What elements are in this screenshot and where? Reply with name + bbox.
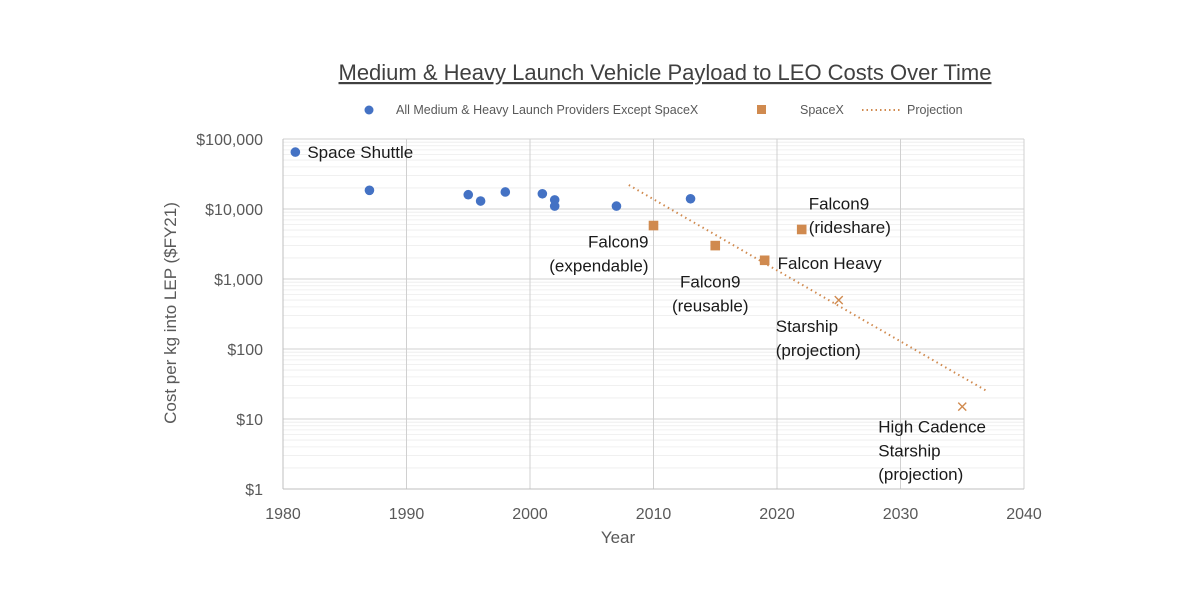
annotation-line: Falcon9: [680, 273, 740, 292]
data-point-other-provider: [537, 188, 548, 199]
data-point-other-provider: [685, 193, 696, 204]
axes: $1 $10 $100 $1,000 $10,000 $100,000 1980 1990 20…: [196, 132, 1042, 523]
y-tick-label: $100: [227, 342, 263, 359]
annotation-line: Space Shuttle: [307, 143, 413, 162]
data-point-projection: [834, 295, 844, 305]
annotation-line: (rideshare): [809, 218, 891, 237]
data-point-other-provider: [549, 201, 560, 211]
legend-marker-square: [757, 105, 766, 114]
y-tick-label: $10: [236, 412, 263, 429]
x-tick-label: 2010: [636, 506, 672, 523]
annotation-line: (projection): [776, 341, 861, 360]
data-point-other-provider: [500, 187, 511, 197]
data-point-other-provider: [463, 189, 474, 200]
annotation-line: Falcon9: [809, 194, 869, 213]
x-axis-label: Year: [601, 528, 636, 547]
point-annotation: Falcon9 (expendable): [549, 233, 648, 276]
data-point-spacex: [710, 240, 721, 251]
annotation-line: Starship: [776, 317, 838, 336]
y-tick-label: $1: [245, 482, 263, 499]
legend-label-spacex: SpaceX: [800, 103, 844, 117]
x-tick-label: 2000: [512, 506, 548, 523]
grid: [282, 138, 1025, 490]
data-point-other-provider: [364, 185, 375, 196]
y-tick-label: $1,000: [214, 272, 263, 289]
x-tick-label: 2040: [1006, 506, 1042, 523]
x-tick-label: 2030: [883, 506, 919, 523]
x-tick-label: 1990: [389, 506, 425, 523]
point-annotation: Falcon9 (rideshare): [809, 194, 891, 237]
annotation-line: Starship: [878, 441, 940, 460]
x-tick-label: 1980: [265, 506, 301, 523]
legend-label-projection: Projection: [907, 103, 963, 117]
annotation-line: (projection): [878, 465, 963, 484]
data-series: [290, 147, 988, 412]
y-tick-label: $100,000: [196, 132, 263, 149]
y-axis-label: Cost per kg into LEP ($FY21): [161, 202, 180, 424]
legend-label-others: All Medium & Heavy Launch Providers Exce…: [396, 103, 699, 117]
data-point-other-provider: [611, 201, 622, 211]
chart-title: Medium & Heavy Launch Vehicle Payload to…: [339, 60, 992, 85]
data-point-projection: [957, 402, 967, 412]
point-annotation: Falcon9 (reusable): [672, 273, 749, 316]
annotations: Space Shuttle Falcon9 (expendable) Falcon9 (…: [307, 143, 986, 484]
data-point-other-provider: [290, 147, 301, 157]
data-point-spacex: [648, 220, 659, 231]
point-annotation: Starship (projection): [776, 317, 861, 360]
legend-marker-circle: [364, 105, 374, 115]
legend: All Medium & Heavy Launch Providers Exce…: [364, 103, 963, 117]
y-tick-label: $10,000: [205, 202, 263, 219]
annotation-line: Falcon9: [588, 233, 648, 252]
data-point-other-provider: [475, 196, 486, 206]
point-annotation: Falcon Heavy: [778, 254, 882, 273]
data-point-spacex: [796, 224, 807, 235]
annotation-line: (expendable): [549, 256, 648, 275]
point-annotation: Space Shuttle: [307, 143, 413, 162]
annotation-line: High Cadence: [878, 418, 986, 437]
annotation-line: (reusable): [672, 296, 749, 315]
x-tick-label: 2020: [759, 506, 795, 523]
point-annotation: High Cadence Starship (projection): [878, 418, 986, 485]
annotation-line: Falcon Heavy: [778, 254, 882, 273]
data-point-spacex: [759, 255, 770, 266]
